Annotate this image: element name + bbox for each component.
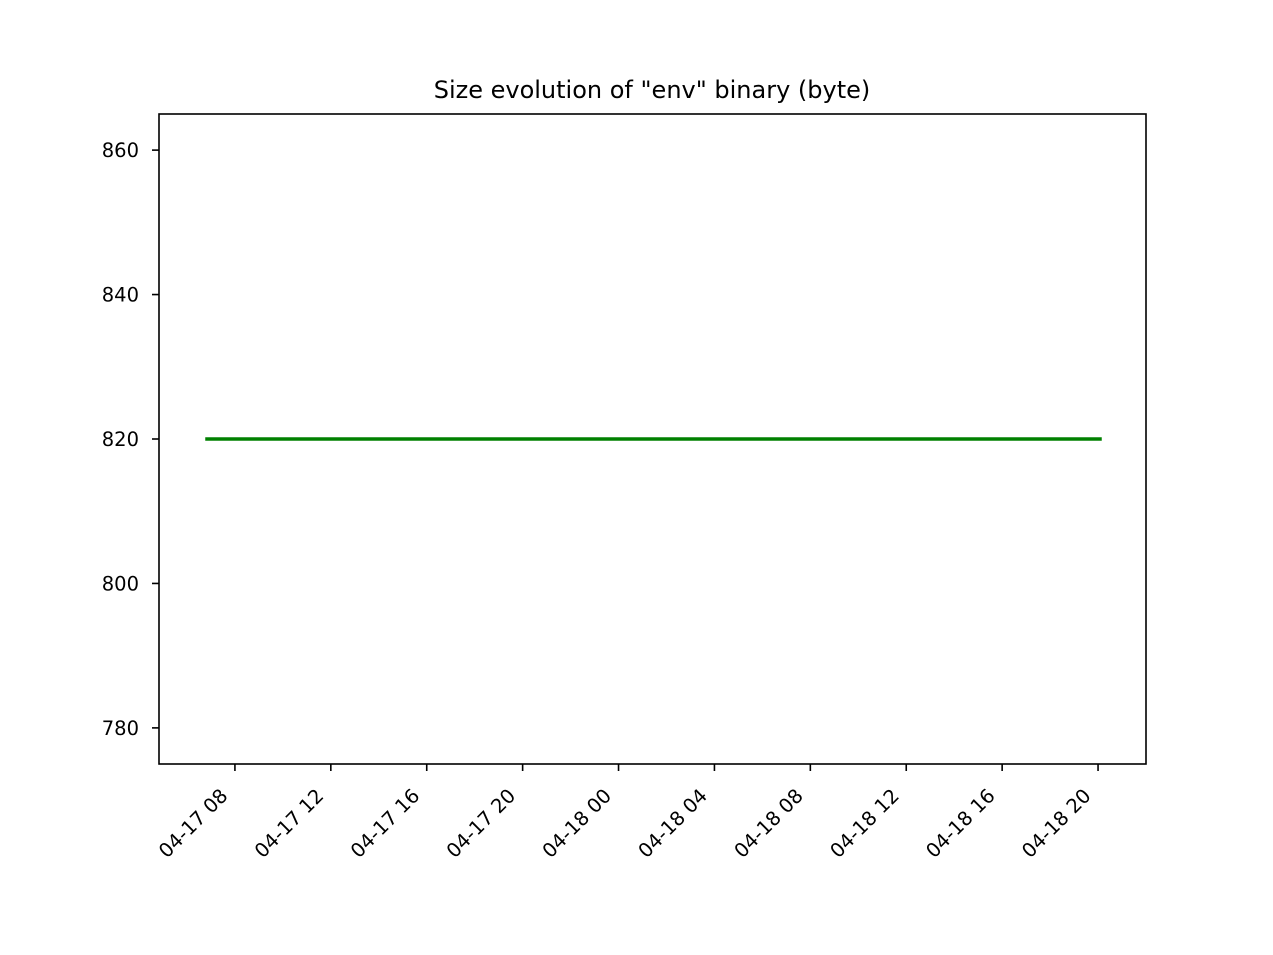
x-tick-label: 04-17 08	[154, 784, 232, 862]
y-tick-label: 800	[102, 572, 139, 595]
x-tick-label: 04-17 12	[250, 784, 328, 862]
x-axis: 04-17 08 04-17 12 04-17 16 04-17 20 04-18 00…	[154, 764, 1099, 863]
y-tick-label: 820	[102, 428, 139, 451]
x-tick-label: 04-18 12	[826, 784, 904, 862]
x-tick-label: 04-18 08	[730, 784, 808, 862]
x-tick-label: 04-18 00	[538, 784, 616, 862]
x-tick-label: 04-18 16	[921, 784, 999, 862]
x-tick-label: 04-18 20	[1017, 784, 1095, 862]
x-tick-label: 04-18 04	[634, 784, 712, 862]
y-tick-label: 780	[102, 717, 139, 740]
y-axis: 780 800 820 840 860	[102, 139, 159, 740]
x-tick-label: 04-17 16	[346, 784, 424, 862]
y-tick-label: 840	[102, 284, 139, 307]
chart-title: Size evolution of "env" binary (byte)	[434, 76, 871, 104]
x-tick-label: 04-17 20	[442, 784, 520, 862]
y-tick-label: 860	[102, 139, 139, 162]
